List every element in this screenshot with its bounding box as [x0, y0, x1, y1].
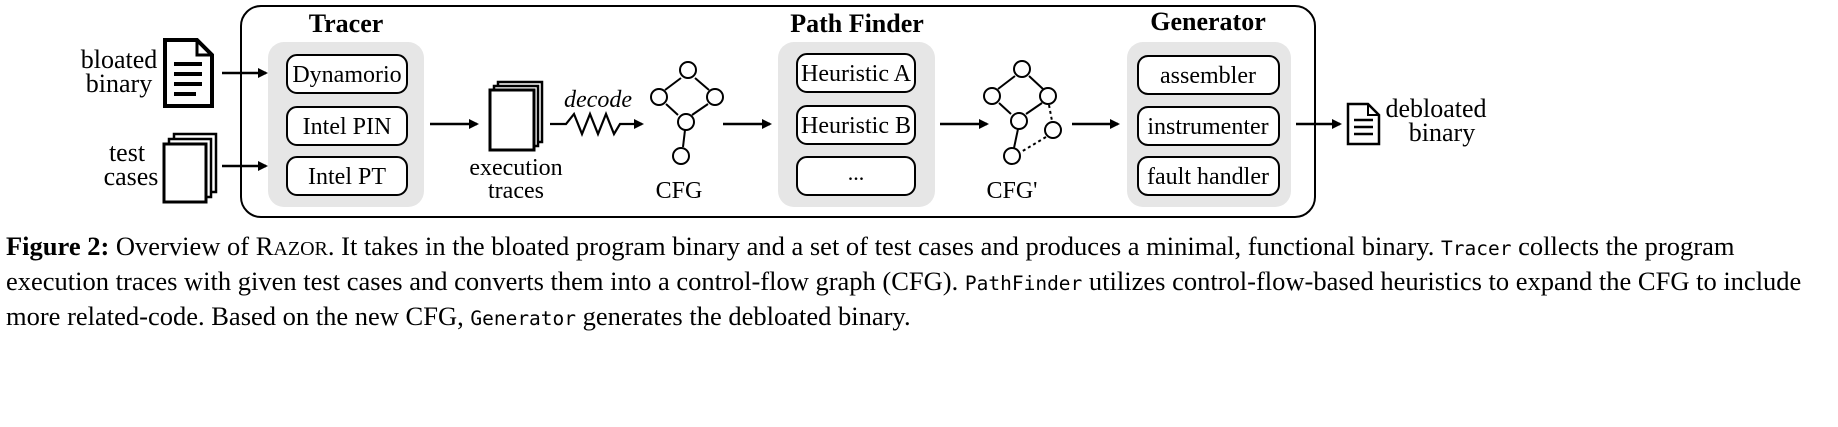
- svg-text:Intel PT: Intel PT: [308, 164, 386, 190]
- execution-traces-label-line2: traces: [488, 178, 544, 204]
- generator-title: Generator: [1150, 7, 1266, 36]
- path-finder-title: Path Finder: [790, 9, 924, 38]
- execution-traces-label-line1: execution: [469, 155, 562, 181]
- stacked-pages-icon: [162, 132, 218, 204]
- tracer-item-intel-pt: Intel PT: [286, 156, 408, 196]
- cfg-prime-graph: [983, 60, 1062, 165]
- heuristic-more-item: ...: [796, 156, 916, 196]
- figure-label: Figure 2:: [6, 231, 110, 261]
- caption-text-3: collects the program execution traces wi…: [6, 231, 1735, 296]
- debloated-document-icon: [1346, 102, 1381, 146]
- bloated-binary-label-line2: binary: [86, 69, 152, 98]
- heuristic-a-item: Heuristic A: [796, 53, 916, 93]
- svg-text:Dynamorio: Dynamorio: [292, 62, 401, 88]
- tracer-item-dynamorio: Dynamorio: [286, 54, 408, 94]
- test-cases-label-line2: cases: [104, 162, 159, 191]
- caption-text-1: Overview of: [115, 231, 250, 261]
- decode-zigzag-arrow: [550, 111, 644, 137]
- execution-traces-icon: [488, 80, 544, 152]
- pipeline-frame: [240, 5, 1316, 218]
- heuristic-b-item: Heuristic B: [796, 105, 916, 145]
- test-cases-label-line1: test: [109, 138, 146, 167]
- tracer-title: Tracer: [309, 9, 384, 38]
- document-icon: [163, 38, 214, 108]
- figure-caption: Figure 2: Overview of RAZOR. It takes in…: [6, 230, 1834, 335]
- caption-text-2: . It takes in the bloated program binary…: [327, 231, 1435, 261]
- instrumenter-item: instrumenter: [1137, 106, 1280, 146]
- tracer-item-intel-pin: Intel PIN: [286, 106, 408, 146]
- assembler-item: assembler: [1137, 55, 1280, 95]
- generator-code: Generator: [470, 307, 577, 330]
- svg-text:...: ...: [848, 160, 865, 185]
- decode-label: decode: [564, 87, 632, 113]
- svg-text:assembler: assembler: [1160, 63, 1256, 89]
- cfg-prime-label: CFG': [986, 178, 1037, 204]
- fault-handler-item: fault handler: [1137, 156, 1280, 196]
- svg-text:Heuristic A: Heuristic A: [801, 61, 912, 87]
- bloated-binary-label-line1: bloated: [81, 45, 158, 74]
- svg-text:Heuristic B: Heuristic B: [801, 113, 911, 139]
- pathfinder-code: PathFinder: [964, 272, 1083, 295]
- cfg-label: CFG: [656, 178, 703, 204]
- debloated-binary-label-line2: binary: [1409, 118, 1475, 147]
- debloated-binary-label-line1: debloated: [1385, 94, 1486, 123]
- razor-name: RAZOR: [255, 231, 328, 261]
- tracer-code: Tracer: [1441, 237, 1512, 260]
- caption-text-5: generates the debloated binary.: [582, 301, 911, 331]
- svg-text:Intel PIN: Intel PIN: [303, 114, 392, 140]
- svg-text:instrumenter: instrumenter: [1147, 114, 1268, 140]
- caption-text-4: utilizes control-flow-based heuristics t…: [6, 266, 1802, 331]
- razor-overview-diagram: bloated binary test cases Tracer Dynamor…: [81, 5, 1487, 218]
- svg-text:fault handler: fault handler: [1147, 164, 1269, 190]
- cfg-graph: [650, 61, 724, 165]
